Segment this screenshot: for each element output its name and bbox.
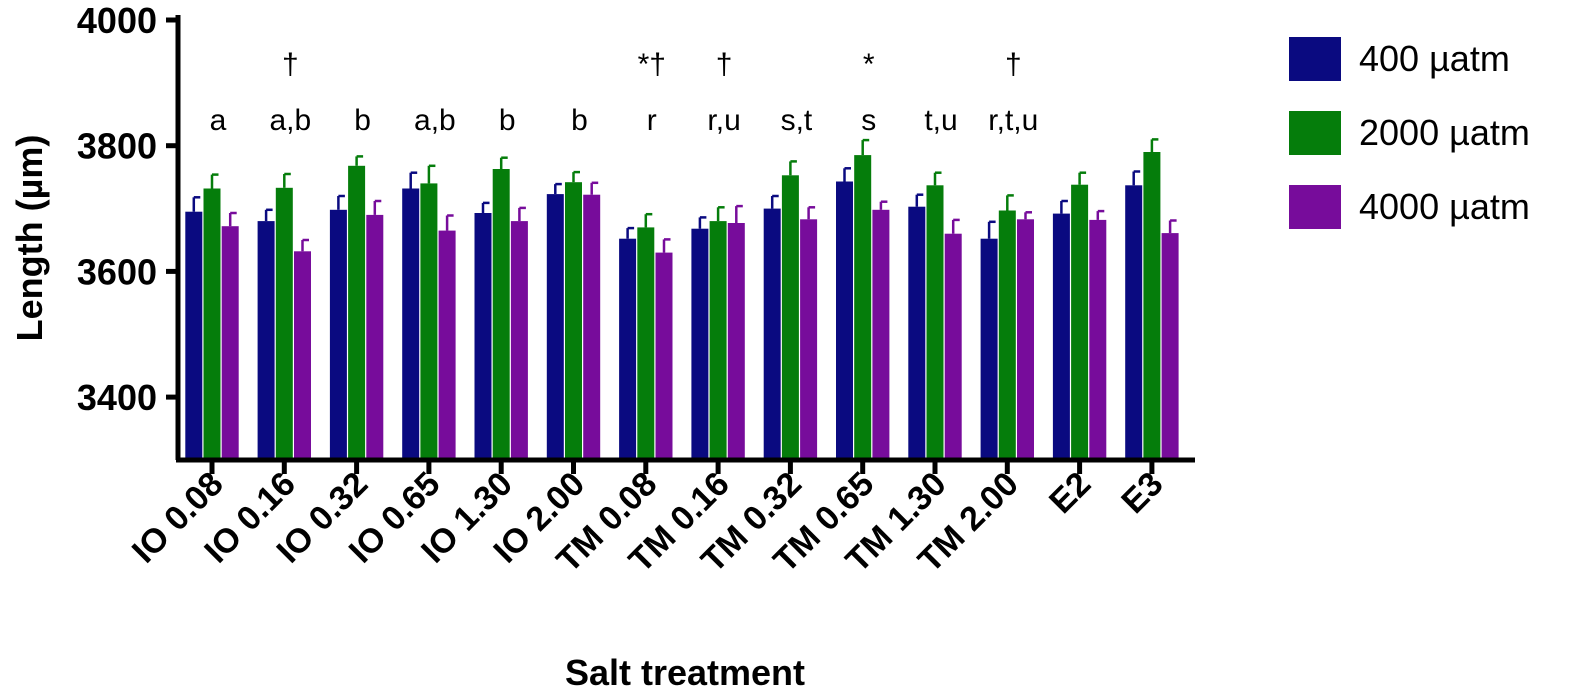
significance-symbol: † bbox=[1005, 48, 1022, 81]
bar bbox=[366, 214, 384, 460]
bar bbox=[727, 223, 745, 460]
bar bbox=[185, 211, 203, 460]
significance-symbol: * bbox=[863, 48, 875, 81]
bar bbox=[203, 188, 221, 460]
significance-letter: b bbox=[354, 104, 371, 137]
legend-swatch bbox=[1289, 37, 1341, 81]
legend: 400 µatm 2000 µatm 4000 µatm bbox=[1289, 37, 1530, 229]
bar bbox=[998, 210, 1016, 460]
bar bbox=[872, 209, 890, 460]
y-tick-label: 3800 bbox=[77, 126, 157, 167]
bar bbox=[348, 165, 366, 461]
significance-letter: a,b bbox=[414, 104, 456, 137]
y-tick-label: 3600 bbox=[77, 251, 157, 292]
annotations-layer: a a,b † b a,b b b r *† r,u † s,t s * t,u r,t,u † bbox=[210, 48, 1039, 137]
significance-symbol: † bbox=[282, 48, 299, 81]
significance-letter: t,u bbox=[924, 104, 957, 137]
bar bbox=[565, 182, 582, 460]
significance-letter: r,t,u bbox=[988, 104, 1038, 137]
bar bbox=[275, 187, 293, 461]
significance-letter: r bbox=[647, 104, 657, 137]
bar bbox=[546, 194, 564, 460]
axes bbox=[175, 15, 1195, 463]
bar bbox=[1143, 152, 1161, 460]
legend-label: 400 µatm bbox=[1359, 38, 1510, 79]
bar bbox=[980, 238, 998, 460]
legend-label: 4000 µatm bbox=[1359, 186, 1530, 227]
y-axis-title: Length (µm) bbox=[9, 135, 50, 342]
bar bbox=[1017, 219, 1034, 460]
bar bbox=[1161, 233, 1179, 460]
bar bbox=[781, 175, 799, 461]
legend-swatch bbox=[1289, 185, 1341, 229]
bar bbox=[1071, 184, 1089, 460]
bar bbox=[257, 221, 275, 460]
bar bbox=[926, 185, 944, 461]
significance-symbol: † bbox=[716, 48, 733, 81]
bar bbox=[691, 228, 709, 460]
bar bbox=[474, 213, 492, 460]
significance-letter: s bbox=[861, 104, 876, 137]
significance-letter: a,b bbox=[269, 104, 311, 137]
bar bbox=[763, 208, 781, 460]
significance-letter: b bbox=[571, 104, 588, 137]
bar bbox=[854, 155, 872, 460]
bar bbox=[1089, 219, 1107, 460]
x-tick-label: E2 bbox=[1042, 465, 1098, 521]
bar bbox=[329, 209, 347, 460]
bar bbox=[402, 188, 420, 460]
legend-label: 2000 µatm bbox=[1359, 112, 1530, 153]
significance-letter: s,t bbox=[781, 104, 813, 137]
legend-swatch bbox=[1289, 111, 1341, 155]
x-tick-label: E3 bbox=[1114, 465, 1170, 521]
bar bbox=[619, 238, 637, 460]
bar bbox=[637, 227, 655, 460]
y-tick-label: 3400 bbox=[77, 377, 157, 418]
bar bbox=[800, 219, 818, 460]
y-tick-label: 4000 bbox=[77, 0, 157, 41]
bar bbox=[438, 230, 456, 460]
significance-letter: a bbox=[210, 104, 227, 137]
bar bbox=[1052, 213, 1070, 460]
bar bbox=[1125, 185, 1143, 461]
bar bbox=[420, 183, 438, 460]
x-axis-title: Salt treatment bbox=[565, 652, 805, 693]
bar bbox=[510, 221, 528, 460]
y-ticks: 3400 3600 3800 4000 bbox=[77, 0, 178, 418]
bar bbox=[492, 169, 510, 460]
bar bbox=[655, 252, 673, 460]
bar bbox=[908, 206, 926, 460]
bar bbox=[221, 226, 239, 460]
bar bbox=[944, 233, 962, 460]
bar bbox=[294, 251, 311, 460]
bar bbox=[583, 194, 601, 460]
error-bars-layer bbox=[192, 138, 1177, 253]
significance-letter: b bbox=[499, 104, 516, 137]
bar bbox=[709, 221, 727, 460]
significance-letter: r,u bbox=[707, 104, 740, 137]
bars-layer bbox=[185, 152, 1179, 461]
bar bbox=[836, 181, 853, 460]
significance-symbol: *† bbox=[638, 48, 666, 81]
